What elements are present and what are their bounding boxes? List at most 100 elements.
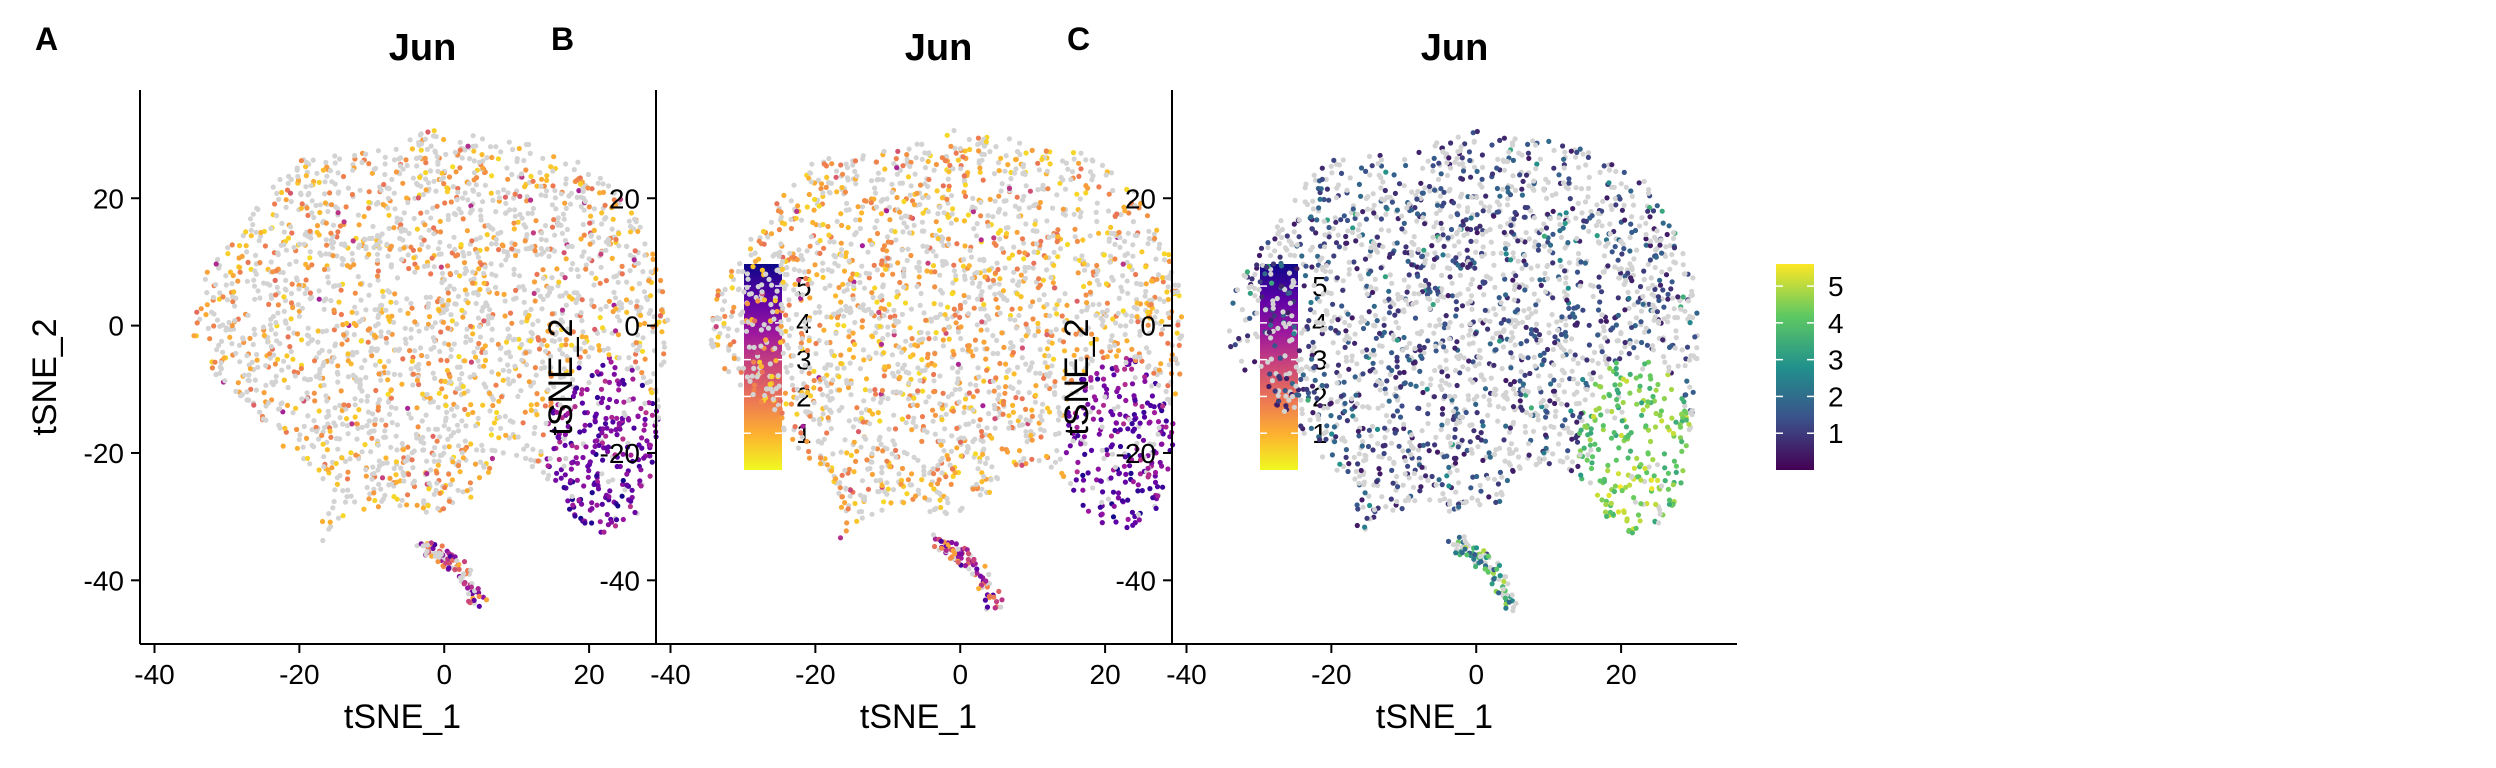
data-point <box>986 389 992 395</box>
data-point <box>473 236 479 242</box>
data-point <box>794 291 800 297</box>
data-point <box>970 407 976 413</box>
data-point <box>613 236 619 243</box>
data-point <box>1159 318 1165 324</box>
data-point <box>467 156 473 162</box>
data-point <box>509 146 516 153</box>
data-point <box>468 494 474 500</box>
data-point <box>340 257 346 263</box>
data-point <box>1003 374 1009 381</box>
data-point <box>1085 508 1092 514</box>
data-point <box>1032 332 1038 339</box>
data-point <box>345 374 351 380</box>
data-point <box>526 312 532 318</box>
data-point <box>843 303 849 309</box>
data-point <box>1080 502 1086 508</box>
data-point <box>647 473 653 479</box>
data-point <box>273 292 279 298</box>
data-point <box>1123 359 1129 366</box>
data-point <box>496 195 502 201</box>
data-point <box>323 220 329 226</box>
data-point <box>892 229 898 235</box>
data-point <box>869 511 875 517</box>
data-point <box>1115 385 1121 391</box>
data-point <box>334 323 340 329</box>
data-point <box>419 241 425 248</box>
data-point <box>798 430 804 436</box>
data-point <box>469 238 475 244</box>
data-point <box>506 139 512 145</box>
data-point <box>261 390 267 396</box>
data-point <box>630 458 636 464</box>
data-point <box>1112 213 1118 219</box>
data-point <box>912 493 919 499</box>
data-point <box>388 243 394 249</box>
data-point <box>1123 323 1129 329</box>
data-point <box>624 471 630 477</box>
data-point <box>451 234 457 240</box>
data-point <box>366 430 372 436</box>
data-point <box>448 312 454 318</box>
data-point <box>879 387 886 394</box>
data-point <box>421 440 427 446</box>
data-point <box>437 239 443 245</box>
data-point <box>750 391 756 398</box>
data-point <box>435 161 441 167</box>
data-point <box>585 171 592 178</box>
data-point <box>598 251 604 257</box>
data-point <box>389 176 395 182</box>
data-point <box>1063 160 1069 166</box>
data-point <box>478 217 484 223</box>
data-point <box>564 226 571 233</box>
data-point <box>581 232 587 238</box>
data-point <box>918 290 924 297</box>
data-point <box>894 194 900 201</box>
data-point <box>843 486 849 492</box>
data-point <box>424 548 430 555</box>
data-point <box>393 169 399 175</box>
data-point <box>1009 252 1016 258</box>
data-point <box>309 262 315 268</box>
data-point <box>427 168 434 174</box>
data-point <box>334 253 340 259</box>
data-point <box>851 469 857 475</box>
data-point <box>660 289 666 295</box>
data-point <box>853 230 859 236</box>
data-point <box>948 193 955 199</box>
data-point <box>1116 295 1122 301</box>
data-point <box>267 355 273 361</box>
data-point <box>422 222 428 228</box>
data-point <box>867 408 873 414</box>
data-point <box>848 380 854 387</box>
data-point <box>474 447 480 453</box>
data-point <box>846 418 852 424</box>
data-point <box>1096 184 1102 190</box>
data-point <box>921 427 927 433</box>
data-point <box>476 191 482 198</box>
data-point <box>751 344 757 350</box>
data-point <box>419 418 425 424</box>
data-point <box>391 157 398 163</box>
data-point <box>894 294 900 300</box>
data-point <box>1059 470 1065 476</box>
data-point <box>980 403 986 409</box>
data-point <box>345 487 351 493</box>
data-point <box>385 195 391 201</box>
data-point <box>307 290 313 296</box>
data-point <box>277 340 283 347</box>
data-point <box>839 222 845 228</box>
data-point <box>240 336 246 342</box>
data-point <box>921 464 927 470</box>
data-point <box>632 509 638 516</box>
data-point <box>887 314 893 320</box>
data-point <box>983 356 989 362</box>
data-point <box>762 392 768 399</box>
data-point <box>408 366 414 372</box>
data-point <box>931 167 937 173</box>
data-point <box>471 349 477 355</box>
data-point <box>967 381 973 387</box>
data-point <box>266 301 272 307</box>
data-point <box>1085 470 1091 476</box>
data-point <box>976 423 982 429</box>
data-point <box>626 417 632 423</box>
